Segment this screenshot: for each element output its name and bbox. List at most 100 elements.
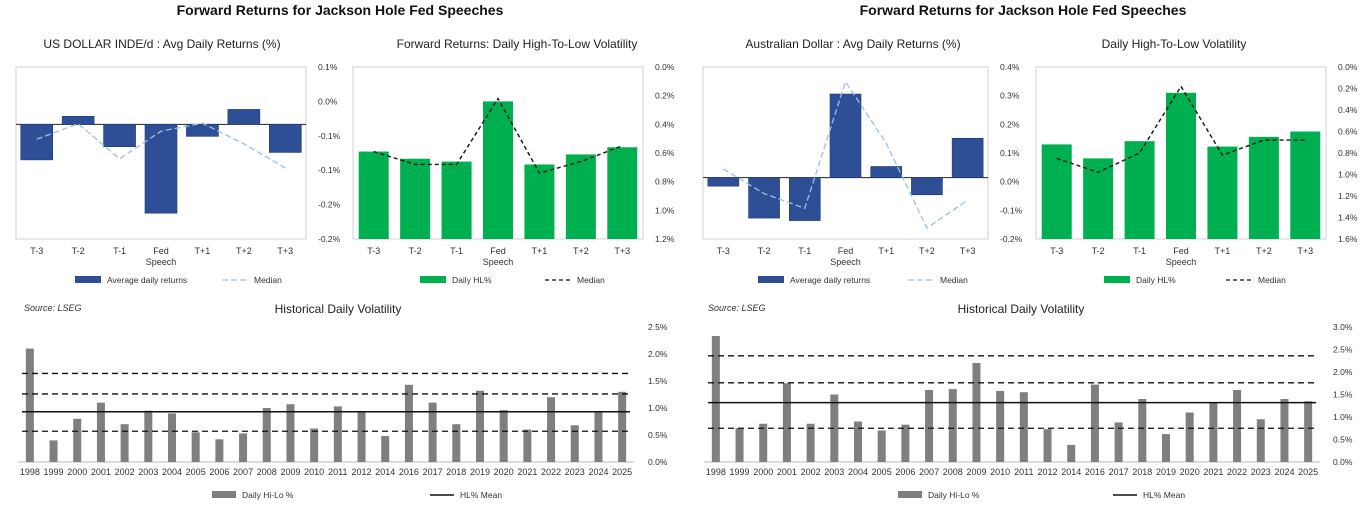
x-tick-label: 2002: [801, 467, 821, 477]
bar: [607, 147, 638, 239]
bar: [1185, 412, 1194, 462]
y-tick-label: 0.0%: [318, 96, 338, 106]
legend-label: Average daily returns: [107, 275, 187, 285]
y-tick-label: 0.0%: [1338, 62, 1358, 72]
bar: [73, 418, 82, 462]
bar: [523, 429, 532, 462]
x-tick-label: T+3: [1297, 246, 1313, 256]
bar: [215, 439, 224, 462]
hist-vol-chart: 1998 1999 2000 2001 2002 2003 2004 2005 2006 2007…: [18, 322, 668, 500]
x-tick-label: 2021: [517, 467, 537, 477]
y-tick-label: 1.2%: [655, 234, 675, 244]
x-tick-label: 2011: [328, 467, 347, 477]
y-tick-label: -0.1%: [318, 165, 341, 175]
bar: [1019, 392, 1028, 462]
x-tick-line: Speech: [483, 257, 514, 267]
y-tick-label: 0.1%: [1000, 148, 1020, 158]
y-tick-label: 0.0%: [1333, 457, 1353, 467]
x-tick-label: 2001: [91, 467, 111, 477]
bar: [404, 384, 413, 462]
bar: [268, 124, 302, 153]
legend-label: HL% Mean: [460, 490, 502, 500]
y-tick-label: 0.4%: [1338, 105, 1358, 115]
y-tick-label: 0.3%: [1000, 91, 1020, 101]
legend-swatch: [75, 276, 101, 283]
median-line: [36, 122, 286, 169]
x-tick-label: 2020: [1180, 467, 1200, 477]
x-tick-label: T-1: [113, 246, 126, 256]
median-line: [373, 97, 623, 174]
legend-label: Daily Hi-Lo %: [242, 490, 294, 500]
bar: [565, 154, 596, 239]
x-tick-label: 2009: [966, 467, 986, 477]
y-tick-label: 0.8%: [1338, 148, 1358, 158]
x-tick-label: T-1: [1133, 246, 1146, 256]
bar: [996, 390, 1005, 462]
x-tick-label: T-3: [1050, 246, 1063, 256]
bar: [925, 390, 934, 462]
bar: [618, 391, 627, 462]
left-panel: Forward Returns for Jackson Hole Fed Spe…: [15, 2, 675, 500]
y-tick-label: 0.8%: [655, 177, 675, 187]
x-tick-line: Speech: [1166, 257, 1197, 267]
x-tick-label: 2023: [1251, 467, 1271, 477]
bar: [357, 411, 366, 462]
y-tick-label: -0.2%: [318, 200, 341, 210]
bar: [1162, 434, 1170, 462]
bar: [1166, 92, 1196, 239]
y-tick-label: 1.5%: [648, 376, 668, 386]
avg-returns-chart-title: US DOLLAR INDE/d : Avg Daily Returns (%): [43, 37, 280, 51]
y-tick-label: 1.6%: [1338, 234, 1358, 244]
y-tick-label: 1.0%: [1333, 412, 1353, 422]
bar: [1067, 444, 1076, 462]
legend-label: Median: [940, 275, 968, 285]
x-tick-label: 2014: [375, 467, 395, 477]
x-tick-label: 1999: [44, 467, 64, 477]
bar: [1207, 146, 1238, 239]
legend-label: Daily HL%: [452, 275, 492, 285]
bar: [1256, 419, 1265, 462]
bar: [310, 428, 319, 462]
hl-vol-chart-title: Forward Returns: Daily High-To-Low Volat…: [397, 37, 638, 51]
y-tick-label: 1.4%: [1338, 213, 1358, 223]
legend-label: HL% Mean: [1143, 490, 1185, 500]
bar: [948, 389, 957, 462]
legend-label: Median: [577, 275, 605, 285]
x-tick-label: 2007: [233, 467, 253, 477]
y-tick-label: 0.5%: [1333, 435, 1353, 445]
hist-vol-chart-title: Historical Daily Volatility: [275, 302, 402, 316]
y-tick-label: 2.0%: [648, 349, 668, 359]
avg-returns-chart: T-3 T-2 T-1 Fed Speech T+1 T+2 T+3 -0.2% -0.1% 0.0…: [703, 62, 1023, 285]
y-tick-label: 0.2%: [655, 91, 675, 101]
hist-vol-chart: 1998 1999 2000 2001 2002 2003 2004 2005 2006 2007…: [704, 322, 1353, 500]
x-tick-line: Fed: [1173, 246, 1189, 256]
y-tick-label: 1.2%: [1338, 191, 1358, 201]
bar: [806, 423, 815, 462]
bar: [547, 397, 556, 462]
bar: [428, 402, 437, 462]
x-tick-label: Fed Speech: [146, 246, 177, 267]
x-tick-label: 2004: [848, 467, 868, 477]
bar: [476, 390, 484, 462]
hist-vol-chart-title: Historical Daily Volatility: [958, 302, 1085, 316]
x-tick-label: T+1: [1215, 246, 1231, 256]
x-tick-label: T-1: [450, 246, 463, 256]
x-tick-label: 1998: [706, 467, 726, 477]
avg-returns-chart: T-3 T-2 T-1 Fed Speech T+1 T+2 T+3 -0.2% -0.2% -0.…: [16, 62, 341, 285]
x-tick-line: Fed: [838, 246, 854, 256]
legend-label: Median: [254, 275, 282, 285]
x-tick-label: 2025: [612, 467, 632, 477]
legend-swatch: [1104, 276, 1130, 283]
bar: [1083, 158, 1114, 239]
x-tick-label: 2000: [753, 467, 773, 477]
panel-title: Forward Returns for Jackson Hole Fed Spe…: [177, 2, 504, 18]
median-line: [1056, 85, 1306, 174]
x-tick-label: 2007: [919, 467, 939, 477]
bar: [286, 404, 295, 462]
x-tick-label: T+1: [532, 246, 548, 256]
bar: [1280, 399, 1289, 462]
bar: [951, 137, 984, 178]
y-tick-label: 2.0%: [1333, 367, 1353, 377]
bar: [972, 363, 981, 462]
x-tick-label: T-3: [30, 246, 43, 256]
